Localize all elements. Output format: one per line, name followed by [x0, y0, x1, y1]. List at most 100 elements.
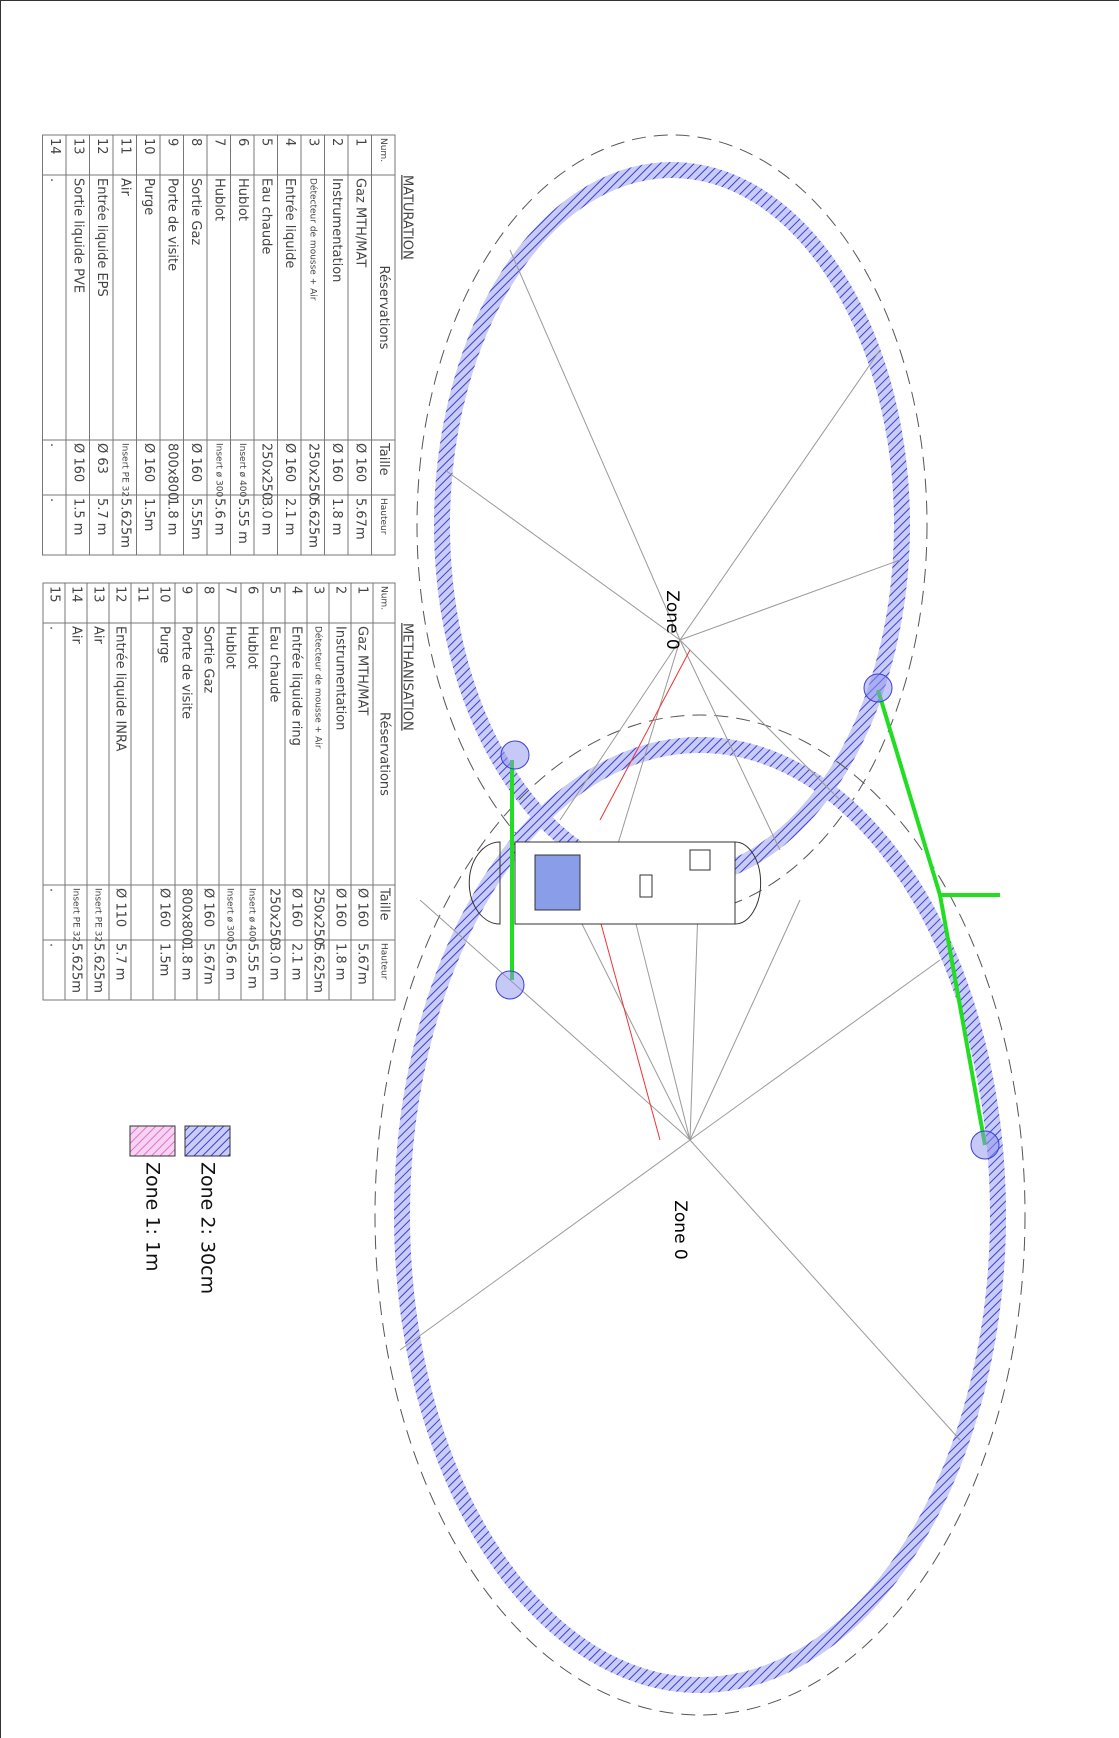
table-header: Réservations — [377, 712, 392, 796]
table-cell: Ø 160 — [329, 443, 344, 482]
table-cell: 8 — [188, 138, 203, 146]
table-cell: Sortie Gaz — [201, 626, 216, 693]
table-cell: 3.0 m — [258, 498, 273, 535]
table-cell: Détecteur de mousse + Air — [307, 178, 318, 301]
plan — [374, 134, 1026, 1716]
table-cell: 1.8 m — [333, 943, 348, 980]
table-cell: Ø 110 — [113, 888, 128, 927]
table-cell: 5.7 m — [113, 943, 128, 980]
table-cell: . — [47, 443, 62, 447]
table-cell: 1.8 m — [179, 943, 194, 980]
table-header: Taille — [376, 442, 391, 476]
table-cell: 7 — [211, 138, 226, 146]
table-cell: Purge — [141, 178, 156, 215]
table-title: METHANISATION — [400, 623, 415, 731]
table-cell: 5 — [267, 586, 282, 594]
table-cell: 5.625m — [305, 498, 320, 548]
table-cell: Hublot — [223, 626, 238, 669]
zone-label: Zone 0 — [662, 590, 682, 650]
table-cell: Entrée liquide INRA — [113, 626, 128, 752]
legend-swatch — [184, 1125, 231, 1157]
table-cell: 10 — [141, 138, 156, 155]
table-cell: Ø 160 — [141, 443, 156, 482]
table-cell: 1.8 m — [329, 498, 344, 535]
table-cell: Ø 160 — [333, 888, 348, 927]
table-cell: Hublot — [235, 178, 250, 221]
table-cell: Ø 160 — [355, 888, 370, 927]
table-cell: Ø 160 — [282, 443, 297, 482]
table: METHANISATION Num. Réservations Taille Haute… — [42, 582, 415, 1001]
table-cell: Détecteur de mousse + Air — [313, 626, 324, 749]
table-cell: 8 — [201, 586, 216, 594]
table-cell: Ø 160 — [289, 888, 304, 927]
table-cell: 800x800 — [179, 888, 194, 945]
table-cell: 5.67m — [352, 498, 367, 540]
table-cell: . — [47, 498, 62, 502]
table-border — [42, 134, 396, 556]
table-cell: . — [47, 626, 62, 630]
table-cell: . — [47, 943, 62, 947]
table: MATURATION Num. Réservations Taille Hauteur 1… — [42, 134, 415, 556]
table-cell: Ø 160 — [352, 443, 367, 482]
table-cell: 250x250 — [258, 443, 273, 500]
table-title: MATURATION — [400, 175, 415, 260]
table-cell: 4 — [282, 138, 297, 146]
table-cell: Ø 160 — [201, 888, 216, 927]
table-cell: . — [47, 888, 62, 892]
table-cell: 6 — [245, 586, 260, 594]
table-cell: Purge — [157, 626, 172, 663]
table-cell: Gaz MTH/MAT — [355, 626, 370, 715]
table-cell: 250x250 — [267, 888, 282, 945]
table-cell: 250x250 — [305, 443, 320, 500]
table-cell: 3 — [305, 138, 320, 146]
table-cell: 5 — [258, 138, 273, 146]
table-cell: 800x800 — [164, 443, 179, 500]
table-cell: 2 — [329, 138, 344, 146]
table-cell: 4 — [289, 586, 304, 594]
table-cell: 5.6 m — [223, 943, 238, 980]
table-header: Num. — [379, 586, 389, 610]
table-cell: Porte de visite — [179, 626, 194, 719]
table-cell: Eau chaude — [267, 626, 282, 702]
table-cell: 6 — [235, 138, 250, 146]
table-cell: Ø 160 — [157, 888, 172, 927]
table-cell: Instrumentation — [329, 178, 344, 282]
table-cell: 14 — [69, 586, 84, 603]
table-cell: 1.5 m — [70, 498, 85, 535]
table-cell: 3 — [311, 586, 326, 594]
table-cell: 5.55 m — [245, 943, 260, 989]
table-header: Taille — [377, 887, 392, 921]
table-cell: 5.625m — [311, 943, 326, 993]
legend-swatch — [129, 1125, 176, 1157]
table-cell: Sortie Gaz — [188, 178, 203, 245]
table-cell: . — [47, 178, 62, 182]
table-cell: 1 — [352, 138, 367, 146]
table-cell: Insert ø 400 — [247, 888, 257, 942]
table-cell: 5.625m — [69, 943, 84, 993]
table-cell: 5.6 m — [211, 498, 226, 535]
table-cell: Ø 160 — [188, 443, 203, 482]
line — [599, 649, 691, 821]
building — [468, 841, 762, 925]
table-cell: Air — [91, 626, 106, 645]
table-cell: Entrée liquide — [282, 178, 297, 268]
table-cell: Insert ø 300 — [213, 443, 223, 497]
table-cell: 13 — [91, 586, 106, 603]
table-cell: 14 — [47, 138, 62, 155]
green-link — [510, 689, 1000, 1146]
table-cell: Insert PE 32 — [93, 888, 103, 942]
table-cell: 1.5m — [141, 498, 156, 531]
table-cell: 9 — [179, 586, 194, 594]
line — [599, 919, 661, 1141]
zone-label: Zone 0 — [670, 1200, 690, 1260]
table-cell: 3.0 m — [267, 943, 282, 980]
table-cell: 15 — [47, 586, 62, 603]
table-cell: 1.5m — [157, 943, 172, 976]
table-cell: 5.7 m — [94, 498, 109, 535]
table-cell: 2 — [333, 586, 348, 594]
table-cell: 1.8 m — [164, 498, 179, 535]
table-cell: Insert ø 300 — [225, 888, 235, 942]
spokes — [399, 249, 961, 1441]
table-cell: Porte de visite — [164, 178, 179, 271]
